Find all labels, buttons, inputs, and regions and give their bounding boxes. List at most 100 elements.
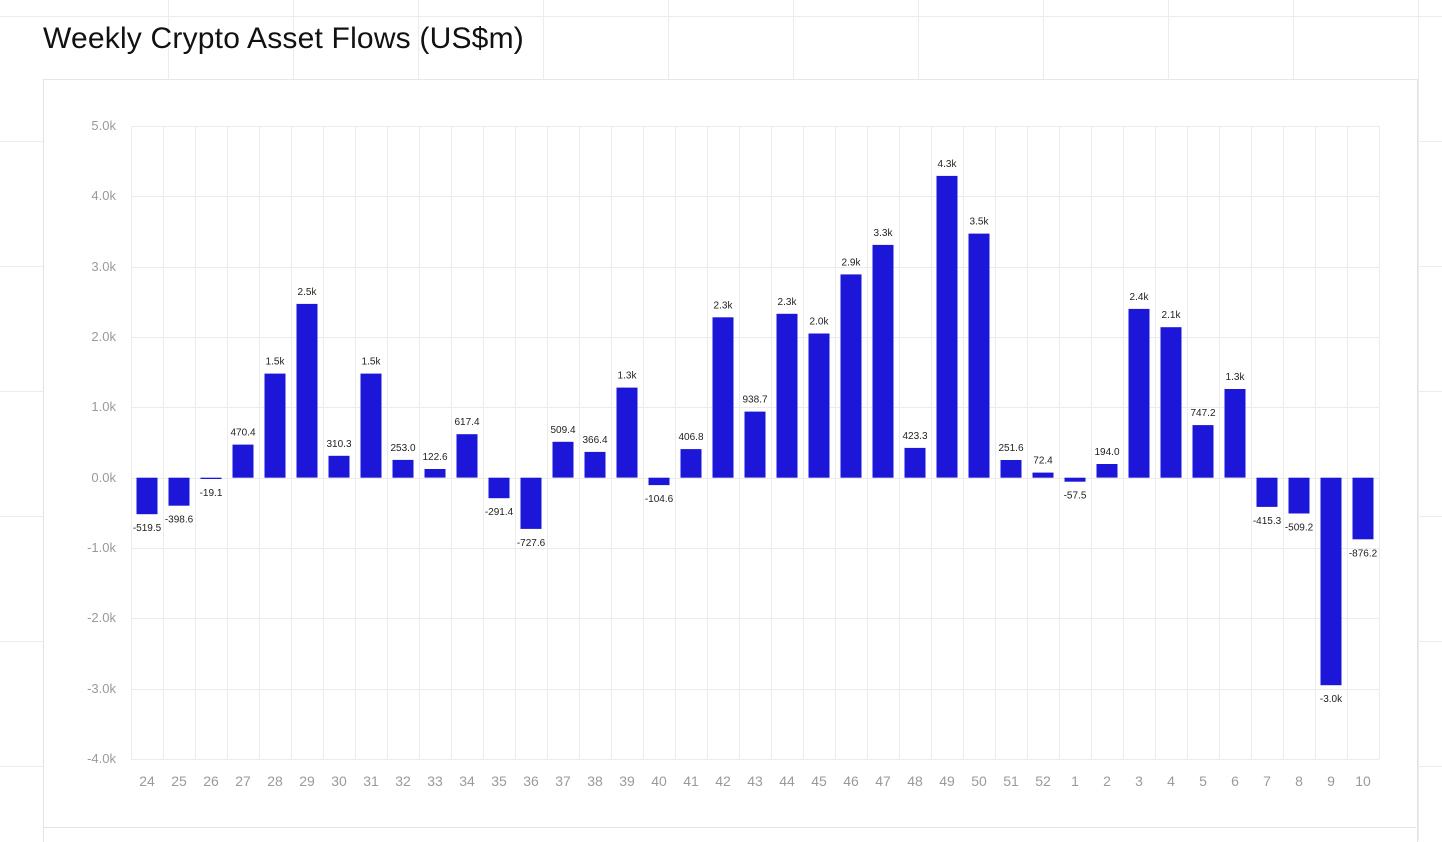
bar-series xyxy=(136,175,1374,686)
bar xyxy=(328,455,350,478)
x-tick-label: 32 xyxy=(395,773,411,789)
data-label: 2.1k xyxy=(1162,310,1182,321)
bar xyxy=(840,274,862,478)
y-tick-label: 3.0k xyxy=(91,259,116,274)
data-label: 194.0 xyxy=(1094,447,1119,458)
y-tick-label: 1.0k xyxy=(91,399,116,414)
data-label: 617.4 xyxy=(454,417,479,428)
bar xyxy=(872,244,894,478)
bar xyxy=(1352,477,1374,540)
data-label: -19.1 xyxy=(200,488,223,499)
bar xyxy=(808,333,830,478)
x-tick-label: 25 xyxy=(171,773,187,789)
data-label: 423.3 xyxy=(902,431,927,442)
data-label: 2.4k xyxy=(1130,292,1150,303)
data-label: 2.9k xyxy=(842,257,862,268)
bar xyxy=(488,477,510,499)
bar xyxy=(1288,477,1310,514)
data-label: -3.0k xyxy=(1320,694,1343,705)
x-tick-label: 33 xyxy=(427,773,443,789)
x-tick-label: 49 xyxy=(939,773,955,789)
bar xyxy=(1096,464,1118,478)
data-label: -398.6 xyxy=(165,515,194,526)
bar xyxy=(360,373,382,478)
y-tick-label: 4.0k xyxy=(91,188,116,203)
panel-divider xyxy=(43,827,1416,828)
bar xyxy=(232,444,254,478)
bar xyxy=(1000,460,1022,478)
x-tick-label: 26 xyxy=(203,773,219,789)
x-tick-label: 41 xyxy=(683,773,699,789)
data-label: -519.5 xyxy=(133,523,162,534)
data-label: 310.3 xyxy=(326,439,351,450)
x-tick-label: 5 xyxy=(1199,773,1207,789)
x-tick-label: 6 xyxy=(1231,773,1239,789)
x-tick-label: 45 xyxy=(811,773,827,789)
y-tick-label: 2.0k xyxy=(91,329,116,344)
bar xyxy=(1320,477,1342,686)
data-label: 3.3k xyxy=(874,228,894,239)
x-tick-label: 43 xyxy=(747,773,763,789)
bar xyxy=(1032,472,1054,478)
data-label: 4.3k xyxy=(938,159,958,170)
x-tick-label: 30 xyxy=(331,773,347,789)
data-label: -727.6 xyxy=(517,538,546,549)
y-tick-label: -1.0k xyxy=(87,540,116,555)
y-axis-ticks: 5.0k 4.0k 3.0k 2.0k 1.0k 0.0k -1.0k -2.0k -3.0k -… xyxy=(87,118,116,766)
bar xyxy=(776,313,798,478)
y-tick-label: 5.0k xyxy=(91,118,116,133)
x-tick-label: 29 xyxy=(299,773,315,789)
data-label: -291.4 xyxy=(485,507,514,518)
data-label: 3.5k xyxy=(970,217,990,228)
bar xyxy=(616,387,638,478)
data-label: 509.4 xyxy=(550,425,575,436)
bar xyxy=(1160,327,1182,478)
bar xyxy=(1192,425,1214,478)
bar xyxy=(296,303,318,478)
x-tick-label: 46 xyxy=(843,773,859,789)
bar xyxy=(1128,308,1150,478)
x-tick-label: 35 xyxy=(491,773,507,789)
bar xyxy=(1224,389,1246,478)
x-tick-label: 36 xyxy=(523,773,539,789)
data-label: 1.3k xyxy=(1226,372,1246,383)
x-tick-label: 8 xyxy=(1295,773,1303,789)
data-labels: -519.5-398.6 -19.1 470.4 1.5k 2.5k 310.3 1.5k 2… xyxy=(133,159,1378,705)
data-label: 366.4 xyxy=(582,435,607,446)
bar xyxy=(392,459,414,478)
data-label: 2.5k xyxy=(298,287,318,298)
y-tick-label: 0.0k xyxy=(91,470,116,485)
x-tick-label: 47 xyxy=(875,773,891,789)
y-tick-label: -4.0k xyxy=(87,751,116,766)
x-tick-label: 28 xyxy=(267,773,283,789)
y-tick-label: -3.0k xyxy=(87,681,116,696)
bar xyxy=(648,477,670,486)
x-tick-label: 10 xyxy=(1355,773,1371,789)
x-tick-label: 40 xyxy=(651,773,667,789)
x-tick-label: 50 xyxy=(971,773,987,789)
x-tick-label: 44 xyxy=(779,773,795,789)
x-tick-label: 4 xyxy=(1167,773,1175,789)
x-tick-label: 3 xyxy=(1135,773,1143,789)
data-label: 253.0 xyxy=(390,443,415,454)
data-label: 1.3k xyxy=(618,371,638,382)
x-tick-label: 39 xyxy=(619,773,635,789)
bar xyxy=(520,477,542,529)
data-label: 938.7 xyxy=(742,395,767,406)
bar xyxy=(136,477,158,515)
data-label: -57.5 xyxy=(1064,491,1087,502)
data-label: -415.3 xyxy=(1253,516,1282,527)
data-label: 406.8 xyxy=(678,432,703,443)
chart-gridlines xyxy=(131,126,1380,760)
x-tick-label: 27 xyxy=(235,773,251,789)
bar xyxy=(456,434,478,478)
bar xyxy=(1064,477,1086,482)
x-tick-label: 51 xyxy=(1003,773,1019,789)
data-label: -876.2 xyxy=(1349,548,1378,559)
data-label: 470.4 xyxy=(230,428,255,439)
bar xyxy=(168,477,190,506)
data-label: 2.0k xyxy=(810,317,830,328)
y-tick-label: -2.0k xyxy=(87,610,116,625)
x-tick-label: 7 xyxy=(1263,773,1271,789)
